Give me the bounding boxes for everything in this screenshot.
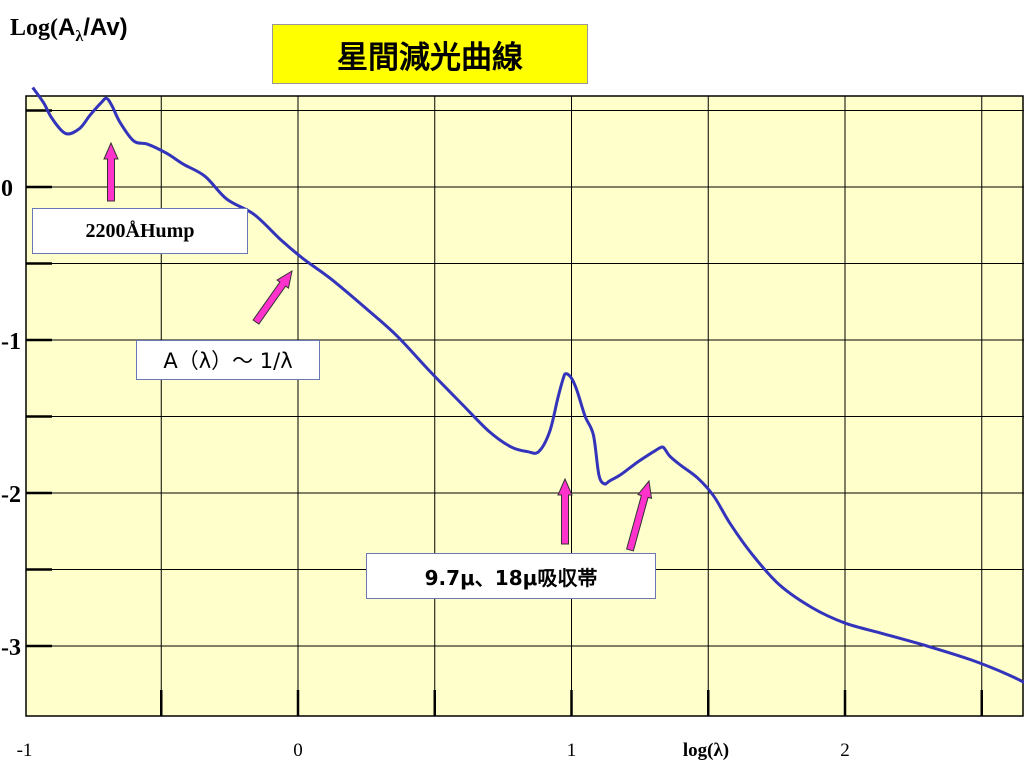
inverse-lambda-arrow-icon-shape bbox=[252, 269, 293, 325]
y-tick-label: 0 bbox=[1, 176, 13, 202]
x-axis-label: log(λ) bbox=[683, 740, 729, 761]
plot-area bbox=[26, 96, 1024, 716]
y-tick-label: -2 bbox=[1, 482, 21, 508]
chart-title: 星間減光曲線 bbox=[272, 24, 588, 84]
band-97-arrow-icon-shape bbox=[557, 477, 573, 545]
inverse-lambda-annotation: A（λ）～ 1/λ bbox=[136, 340, 320, 380]
hump-arrow-icon-shape bbox=[103, 141, 119, 202]
hump-arrow-icon bbox=[103, 141, 119, 202]
inverse-lambda-arrow-icon bbox=[252, 269, 293, 325]
extinction-curve bbox=[31, 86, 1024, 684]
plot-border bbox=[25, 95, 1024, 717]
band-18-arrow-icon bbox=[626, 479, 653, 552]
y-axis-title: Log(Aλ/Av) bbox=[10, 14, 128, 45]
x-tick-label: 2 bbox=[840, 740, 850, 761]
hump-annotation: 2200ÅHump bbox=[32, 208, 248, 254]
y-tick-label: -1 bbox=[1, 329, 21, 355]
band-18-arrow-icon-shape bbox=[626, 479, 653, 552]
x-tick-label: 1 bbox=[567, 740, 577, 761]
x-tick-label: 0 bbox=[293, 740, 303, 761]
band-97-arrow-icon bbox=[557, 477, 573, 545]
x-tick-label: -1 bbox=[17, 740, 33, 761]
y-tick-label: -3 bbox=[1, 635, 21, 661]
absorption-band-annotation: 9.7μ、18μ吸収帯 bbox=[366, 553, 656, 599]
